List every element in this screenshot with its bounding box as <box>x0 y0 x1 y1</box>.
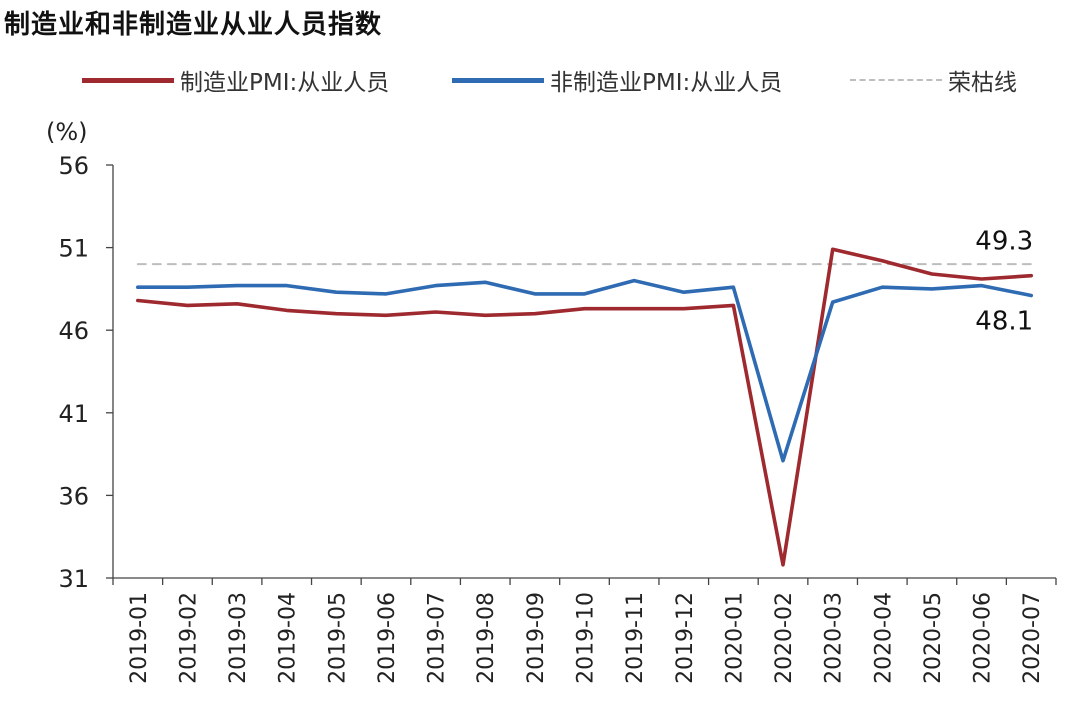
legend-swatch-manufacturing <box>82 77 174 83</box>
legend-label-manufacturing: 制造业PMI:从业人员 <box>180 70 390 96</box>
x-tick-label: 2019-11 <box>623 592 648 684</box>
x-tick-label: 2019-04 <box>276 592 301 684</box>
y-tick-label: 36 <box>58 482 89 510</box>
y-unit-label: (%) <box>46 118 88 146</box>
legend-item-non-manufacturing: 非制造业PMI:从业人员 <box>452 60 782 100</box>
series-line-non-manufacturing <box>136 278 1033 463</box>
x-tick-label: 2019-03 <box>226 592 251 684</box>
y-tick-label: 46 <box>58 317 89 345</box>
legend-swatch-non-manufacturing <box>452 77 544 83</box>
x-tick-label: 2019-10 <box>574 592 599 684</box>
x-tick-label: 2020-02 <box>772 592 797 684</box>
y-ticks: 56 51 46 41 36 31 <box>58 152 113 593</box>
x-tick-label: 2019-05 <box>325 592 350 684</box>
x-tick-label: 2019-09 <box>524 592 549 684</box>
x-ticks: 2019-01 2019-02 2019-03 2019-04 2019-05 2019-… <box>112 578 1057 684</box>
x-tick-label: 2019-08 <box>474 592 499 684</box>
legend-item-boom-bust-line: 荣枯线 <box>850 60 1017 100</box>
series-line-manufacturing <box>136 247 1033 567</box>
data-label: 49.3 <box>975 227 1033 257</box>
x-tick-label: 2020-07 <box>1020 592 1045 684</box>
x-tick-label: 2019-02 <box>176 592 201 684</box>
x-tick-label: 2019-06 <box>375 592 400 684</box>
series-layer <box>136 247 1033 567</box>
x-tick-label: 2020-03 <box>822 592 847 684</box>
x-tick-label: 2019-01 <box>127 592 152 684</box>
legend-item-manufacturing: 制造业PMI:从业人员 <box>82 60 389 100</box>
legend-label-boom-bust-line: 荣枯线 <box>948 70 1017 96</box>
chart-title: 制造业和非制造业从业人员指数 <box>4 10 383 40</box>
annotation-layer: 49.3 48.1 <box>975 227 1033 337</box>
x-tick-label: 2019-12 <box>673 592 698 684</box>
x-tick-label: 2020-06 <box>971 592 996 684</box>
data-label: 48.1 <box>975 307 1033 337</box>
x-tick-label: 2020-01 <box>722 592 747 684</box>
x-tick-label: 2019-07 <box>425 592 450 684</box>
y-tick-label: 56 <box>58 152 89 180</box>
y-tick-label: 41 <box>58 400 89 428</box>
legend-label-non-manufacturing: 非制造业PMI:从业人员 <box>550 70 783 96</box>
y-tick-label: 31 <box>58 565 89 593</box>
legend-swatch-boom-bust-line <box>850 79 942 81</box>
x-tick-label: 2020-05 <box>921 592 946 684</box>
y-tick-label: 51 <box>58 235 89 263</box>
legend: 制造业PMI:从业人员 非制造业PMI:从业人员 荣枯线 <box>0 60 1080 100</box>
x-tick-label: 2020-04 <box>871 592 896 684</box>
